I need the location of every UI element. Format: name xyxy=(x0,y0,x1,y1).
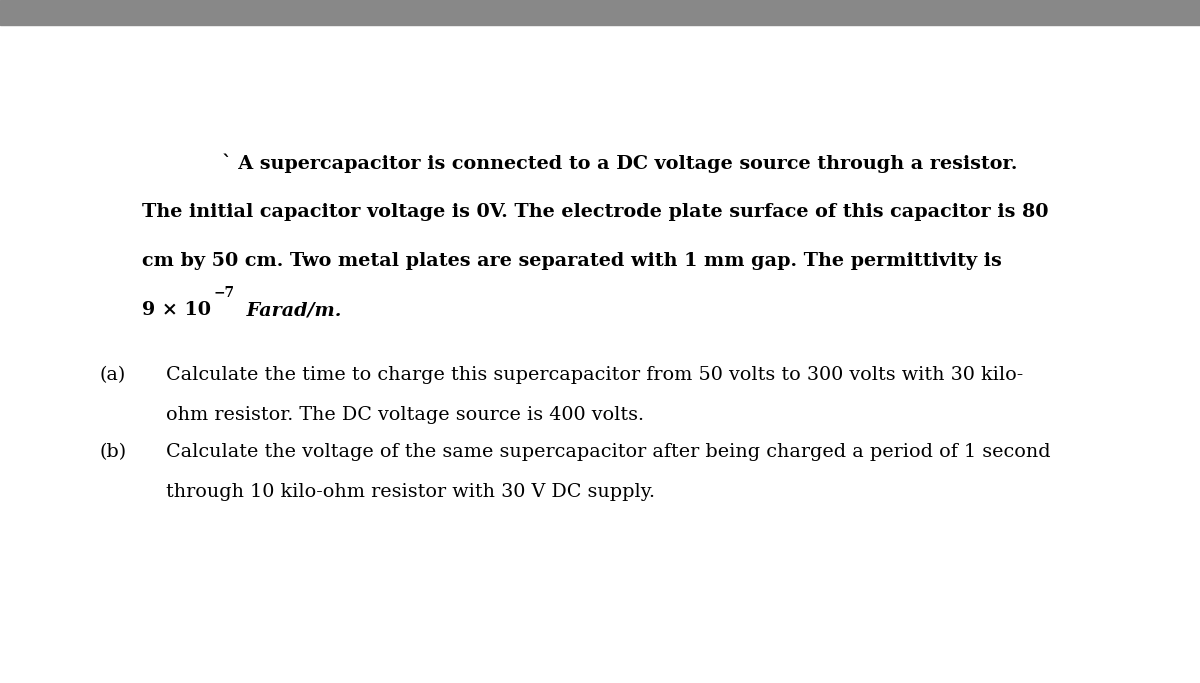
Text: Farad/m.: Farad/m. xyxy=(240,301,341,319)
Text: (b): (b) xyxy=(100,443,127,461)
Text: ohm resistor. The DC voltage source is 400 volts.: ohm resistor. The DC voltage source is 4… xyxy=(166,406,643,423)
Text: (a): (a) xyxy=(100,366,126,384)
Text: ` A supercapacitor is connected to a DC voltage source through a resistor.: ` A supercapacitor is connected to a DC … xyxy=(222,154,1018,173)
Text: cm by 50 cm. Two metal plates are separated with 1 mm gap. The permittivity is: cm by 50 cm. Two metal plates are separa… xyxy=(142,252,1001,270)
Text: Calculate the time to charge this supercapacitor from 50 volts to 300 volts with: Calculate the time to charge this superc… xyxy=(166,366,1022,384)
Text: through 10 kilo-ohm resistor with 30 V DC supply.: through 10 kilo-ohm resistor with 30 V D… xyxy=(166,483,655,501)
Text: −7: −7 xyxy=(214,286,235,300)
Text: 9 × 10: 9 × 10 xyxy=(142,301,211,319)
Text: The initial capacitor voltage is 0V. The electrode plate surface of this capacit: The initial capacitor voltage is 0V. The… xyxy=(142,203,1048,221)
Text: Calculate the voltage of the same supercapacitor after being charged a period of: Calculate the voltage of the same superc… xyxy=(166,443,1050,461)
